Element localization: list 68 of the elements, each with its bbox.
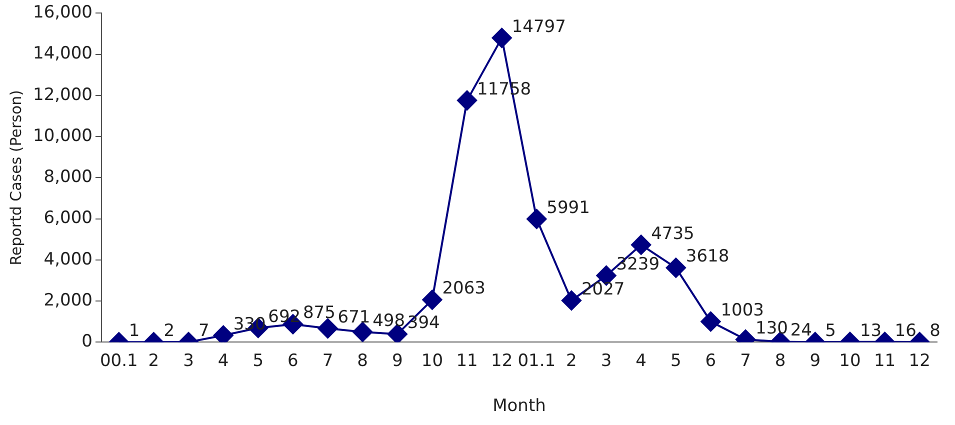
x-tick-label: 6 [705, 350, 716, 371]
x-tick-label: 2 [148, 350, 160, 371]
x-tick-label: 8 [357, 350, 368, 371]
x-tick-label: 7 [740, 350, 751, 371]
x-tick-label: 01.1 [518, 350, 556, 371]
x-tick-label: 5 [670, 350, 682, 371]
x-tick-label: 6 [288, 350, 298, 371]
x-tick-label: 12 [491, 350, 513, 371]
data-label: 14797 [512, 16, 566, 37]
x-tick-label: 2 [566, 350, 577, 371]
data-label: 671 [338, 307, 370, 328]
y-tick-label: 12,000 [33, 84, 92, 105]
y-tick-label: 14,000 [33, 44, 92, 64]
y-tick-label: 6,000 [44, 208, 92, 228]
x-tick-label: 5 [252, 350, 264, 371]
data-label: 2063 [442, 278, 486, 299]
x-tick-label: 11 [874, 350, 896, 371]
data-label: 8 [930, 320, 940, 341]
y-tick-label: 10,000 [33, 126, 92, 146]
y-tick-label: 8,000 [44, 167, 92, 188]
x-tick-label: 3 [183, 350, 194, 371]
point [492, 28, 512, 48]
data-label: 875 [302, 303, 336, 324]
x-tick-label: 3 [600, 350, 612, 371]
point [352, 322, 373, 342]
x-tick-label: 9 [392, 350, 403, 371]
point [700, 312, 721, 332]
data-label: 3239 [616, 254, 660, 275]
y-tick-label: 16,000 [33, 2, 92, 23]
y-tick-label: 2,000 [44, 290, 92, 310]
data-label: 1003 [720, 300, 764, 320]
data-label: 3618 [686, 246, 730, 267]
x-tick-label: 10 [839, 350, 861, 371]
data-label: 2 [164, 321, 175, 342]
point [666, 258, 686, 278]
y-tick-label: 0 [82, 332, 92, 352]
x-tick-label: 12 [908, 350, 930, 371]
data-label: 394 [407, 313, 440, 334]
data-label: 13 [860, 320, 882, 341]
x-axis-title: Month [492, 396, 546, 416]
x-tick-label: 4 [218, 350, 229, 371]
data-label: 1 [128, 321, 140, 342]
point [318, 318, 338, 338]
data-label: 16 [894, 320, 916, 341]
point [526, 209, 547, 230]
x-tick-label: 7 [322, 350, 334, 371]
y-tick-label: 4,000 [44, 249, 92, 270]
point [422, 290, 442, 310]
point [457, 90, 478, 110]
data-label: 2027 [581, 279, 625, 300]
x-tick-label: 00.1 [100, 350, 138, 371]
point [561, 290, 582, 311]
data-label: 24 [790, 320, 812, 341]
y-axis-title: Reportd Cases (Person) [6, 90, 25, 266]
data-label: 5 [825, 321, 836, 342]
x-tick-label: 8 [774, 350, 786, 371]
x-tick-label: 10 [421, 350, 444, 371]
point [213, 325, 234, 342]
data-label: 4735 [651, 224, 694, 244]
data-label: 498 [372, 310, 406, 331]
x-tick-label: 4 [636, 350, 646, 371]
data-label: 130 [756, 318, 788, 338]
x-tick-label: 11 [456, 350, 478, 371]
point [631, 234, 652, 255]
data-label: 5991 [546, 198, 590, 218]
data-label: 7 [198, 320, 210, 341]
x-tick-label: 9 [810, 350, 821, 371]
data-label: 692 [268, 306, 301, 327]
